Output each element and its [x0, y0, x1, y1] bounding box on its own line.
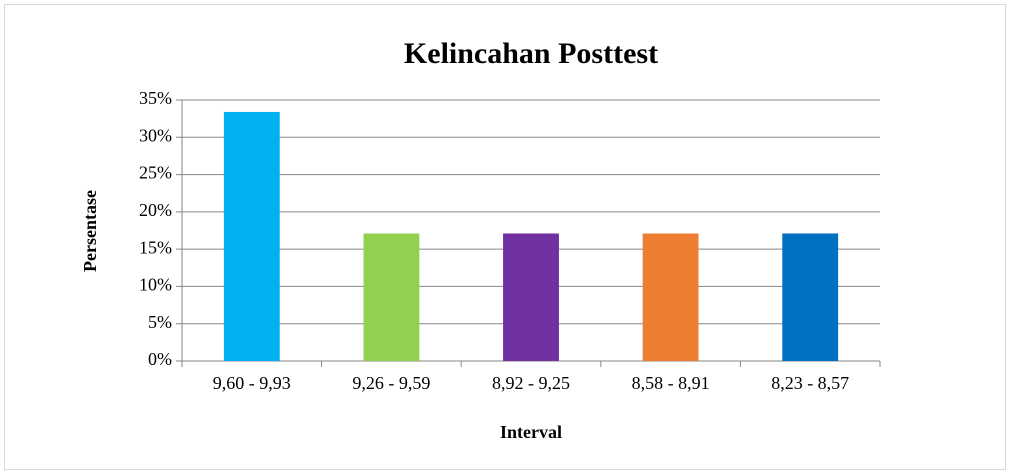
y-axis-label: Persentase [80, 190, 100, 272]
bar [503, 233, 559, 361]
y-tick-label: 0% [148, 349, 172, 369]
bar [223, 111, 280, 361]
chart-title: Kelincahan Posttest [404, 37, 658, 70]
y-tick-label: 10% [139, 275, 172, 295]
x-tick-label: 8,23 - 8,57 [771, 373, 849, 393]
y-tick-label: 15% [139, 237, 172, 257]
y-tick-label: 20% [139, 200, 172, 220]
y-tick-label: 5% [148, 312, 172, 332]
y-tick-label: 30% [139, 125, 172, 145]
bar [363, 233, 420, 361]
bar [782, 233, 839, 361]
x-axis-label: Interval [500, 422, 562, 442]
x-tick-label: 9,60 - 9,93 [213, 373, 291, 393]
y-tick-label: 25% [139, 163, 172, 183]
x-tick-label: 9,26 - 9,59 [352, 373, 430, 393]
x-tick-label: 8,58 - 8,91 [632, 373, 710, 393]
y-tick-label: 35% [139, 88, 172, 108]
bar [642, 233, 699, 361]
x-tick-label: 8,92 - 9,25 [492, 373, 570, 393]
